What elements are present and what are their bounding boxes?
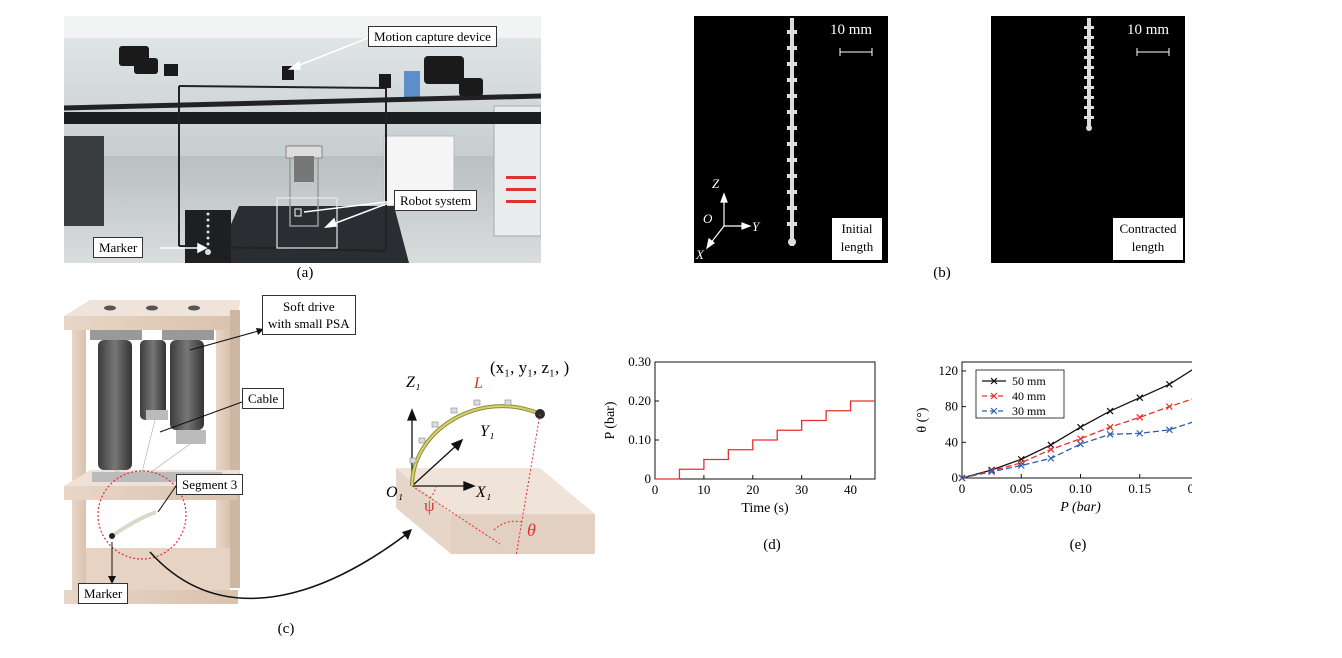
- legend-marker: [990, 392, 998, 400]
- legend-marker: [990, 407, 998, 415]
- data-point-marker: [1136, 413, 1144, 421]
- y-axis-label: θ (°): [915, 407, 930, 432]
- initial-length-box: Initial length: [832, 218, 882, 260]
- axis-y-label: Y: [752, 219, 760, 234]
- plot-frame: [654, 361, 876, 480]
- y-tick-label: 0: [952, 470, 959, 485]
- x1-axis-label: X₁: [476, 484, 492, 501]
- y-tick-label: 40: [945, 434, 958, 449]
- motion-capture-photo: [64, 16, 541, 263]
- angle-pressure-chart: 0 0.05 0.10 0.15 0.20 0 40 80 120 P (bar) θ (°) 50 …: [915, 361, 1192, 515]
- endpoint-coordinates: (x₁, y₁, z₁, ): [490, 358, 570, 377]
- marker-label-c: Marker: [78, 583, 129, 604]
- data-point-marker: [958, 474, 966, 482]
- data-point-marker: [1165, 403, 1173, 411]
- x-tick-label: 10: [697, 482, 710, 497]
- data-point-marker: [988, 468, 996, 476]
- y-tick-label: 0.20: [628, 393, 651, 408]
- legend-label: 30 mm: [1012, 404, 1046, 418]
- psi-angle-label: ψ: [424, 496, 435, 515]
- x-tick-label: 20: [746, 482, 759, 497]
- data-point-marker: [1106, 430, 1114, 438]
- contracted-length-line1: Contracted: [1119, 221, 1177, 236]
- x-tick-label: 0: [652, 482, 659, 497]
- data-point-marker: [1017, 462, 1025, 469]
- data-point-marker: [1077, 435, 1084, 443]
- soft-drive-line1: Soft drive: [282, 299, 335, 314]
- y-tick-label: 120: [939, 363, 959, 378]
- axis-x-label: X: [696, 247, 704, 262]
- axis-o-label: O: [703, 211, 713, 226]
- x-tick-label: 0.20: [1188, 481, 1192, 496]
- legend-label: 50 mm: [1012, 374, 1046, 388]
- data-point-marker: [1165, 426, 1173, 434]
- length-label: L: [474, 375, 483, 392]
- y-tick-label: 80: [945, 399, 958, 414]
- caption-d: (d): [763, 537, 781, 553]
- caption-a: (a): [296, 265, 314, 281]
- caption-c: (c): [277, 621, 295, 637]
- contracted-length-line2: length: [1131, 239, 1165, 254]
- motion-capture-label: Motion capture device: [368, 26, 497, 47]
- data-point-marker: [1017, 459, 1025, 467]
- robot-rendering: [64, 300, 595, 604]
- marker-label-a: Marker: [93, 237, 144, 258]
- data-point-marker: [1047, 454, 1055, 462]
- legend-box: [975, 369, 1065, 419]
- x-tick-label: 0.10: [1069, 481, 1092, 496]
- initial-length-actuator: [706, 18, 873, 250]
- data-point-marker: [1077, 440, 1084, 448]
- y1-axis-label: Y₁: [480, 423, 495, 440]
- legend-label: 40 mm: [1012, 389, 1046, 403]
- legend-marker: [990, 377, 998, 385]
- o1-origin-label: O₁: [386, 484, 404, 501]
- data-point-marker: [1136, 394, 1144, 402]
- z1-axis-label: Z₁: [406, 374, 421, 391]
- y-tick-label: 0.30: [628, 354, 651, 369]
- x-tick-label: 40: [844, 482, 857, 497]
- robot-system-label: Robot system: [394, 190, 478, 211]
- lab-scene-illustration: [64, 16, 541, 263]
- contracted-length-box: Contracted length: [1113, 218, 1183, 260]
- series-line-2: [961, 421, 1192, 479]
- data-point-marker: [1106, 423, 1114, 431]
- data-point-marker: [1077, 423, 1084, 431]
- soft-drive-line2: with small PSA: [268, 316, 350, 331]
- caption-b: (b): [933, 265, 951, 281]
- y-axis-label: P (bar): [603, 401, 618, 439]
- x-tick-label: 30: [795, 482, 808, 497]
- x-tick-label: 0.15: [1128, 481, 1151, 496]
- cable-label: Cable: [242, 388, 285, 409]
- axis-z-label: Z: [712, 176, 720, 191]
- initial-length-line2: length: [840, 239, 874, 254]
- x-axis-label: P (bar): [1059, 500, 1101, 515]
- y-tick-label: 0: [645, 471, 652, 486]
- series-line-1: [961, 398, 1192, 479]
- data-point-marker: [1165, 380, 1173, 388]
- y-tick-label: 0.10: [628, 432, 651, 447]
- data-point-marker: [1136, 429, 1144, 437]
- segment-label: Segment 3: [176, 474, 244, 495]
- pressure-time-chart: 0 10 20 30 40 0 0.10 0.20 0.30 Time (s) P (bar): [603, 354, 876, 516]
- pressure-step-line: [655, 400, 875, 480]
- caption-e: (e): [1069, 537, 1087, 553]
- soft-drive-label: Soft drive with small PSA: [262, 295, 356, 335]
- scale-label-right: 10 mm: [1127, 22, 1170, 38]
- data-point-marker: [988, 467, 996, 475]
- contracted-length-actuator: [1084, 18, 1170, 131]
- data-point-marker: [1106, 407, 1114, 415]
- x-tick-label: 0.05: [1010, 481, 1033, 496]
- x-axis-label: Time (s): [741, 501, 789, 516]
- scale-label-left: 10 mm: [830, 22, 873, 38]
- x-tick-label: 0: [959, 481, 966, 496]
- initial-length-line1: Initial: [841, 221, 873, 236]
- theta-angle-label: θ: [527, 520, 536, 540]
- data-point-marker: [1047, 446, 1055, 453]
